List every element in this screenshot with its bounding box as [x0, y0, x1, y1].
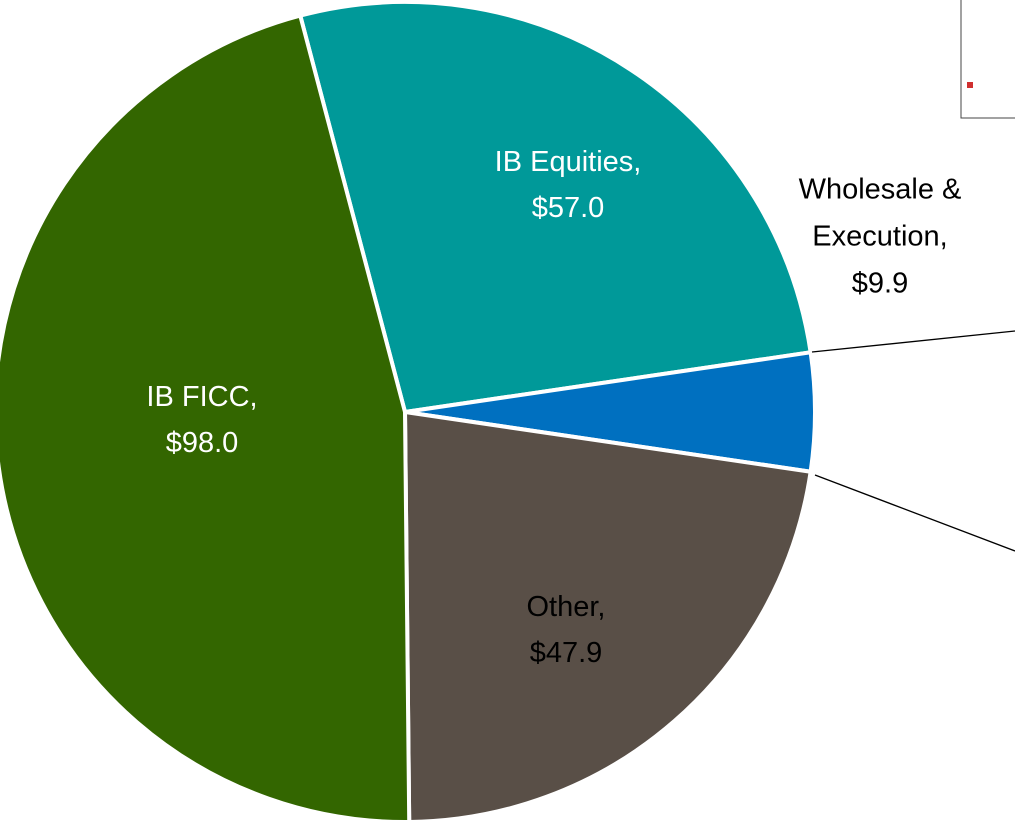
pie-slice: [402, 409, 813, 824]
leader-line: [811, 330, 1015, 353]
leader-line: [814, 474, 1015, 552]
data-label: IB FICC, $98.0: [92, 374, 312, 466]
data-label: IB Equities, $57.0: [458, 139, 678, 231]
category-label: Wholesale & Execution,: [798, 173, 962, 253]
data-label: Other, $47.9: [456, 584, 676, 676]
data-label: Wholesale & Execution, $9.9: [785, 167, 975, 308]
slices: [0, 0, 817, 824]
pie-slice: [0, 13, 412, 824]
legend-marker: [967, 82, 973, 88]
value-label: $57.0: [531, 192, 605, 224]
category-label: Other,: [526, 591, 606, 623]
value-label: $98.0: [165, 427, 239, 459]
value-label: $47.9: [529, 637, 603, 669]
legend-box: [960, 0, 1015, 119]
pie-slice: [297, 0, 813, 415]
category-label: IB FICC,: [146, 381, 258, 413]
value-label: $9.9: [851, 267, 909, 300]
category-label: IB Equities,: [494, 146, 642, 178]
